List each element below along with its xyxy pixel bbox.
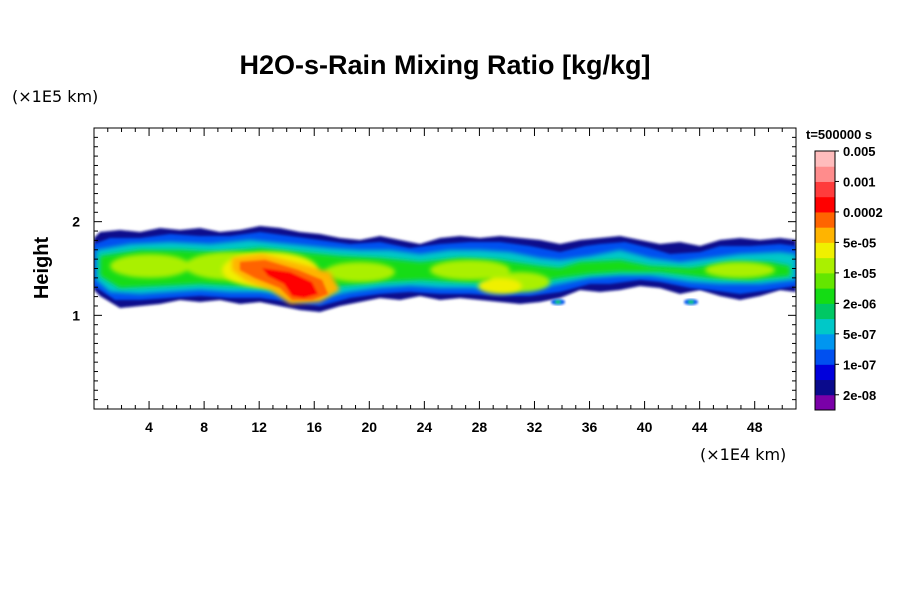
y-axis-ticks: 12: [72, 136, 796, 401]
colorbar-segment: [815, 364, 835, 381]
x-tick-label: 12: [251, 419, 267, 435]
x-tick-label: 8: [200, 419, 208, 435]
colorbar-segment: [815, 227, 835, 243]
colorbar-segment: [815, 333, 835, 350]
colorbar-segment: [815, 242, 835, 259]
colorbar-segment: [815, 196, 835, 213]
x-tick-label: 28: [472, 419, 488, 435]
x-tick-label: 24: [417, 419, 433, 435]
colorbar-label: 1e-07: [843, 357, 876, 372]
colorbar-label: 0.005: [843, 144, 876, 159]
colorbar-segment: [815, 272, 835, 289]
colorbar-segment: [815, 349, 835, 365]
colorbar-segment: [815, 257, 835, 274]
colorbar-segment: [815, 394, 835, 411]
colorbar-segment: [815, 379, 835, 396]
x-tick-label: 4: [145, 419, 153, 435]
x-unit-label: (×1E4 km): [700, 445, 786, 464]
x-tick-label: 44: [692, 419, 708, 435]
colorbar-label: 2e-08: [843, 388, 876, 403]
colorbar-label: 2e-06: [843, 296, 876, 311]
colorbar-label: 1e-05: [843, 266, 876, 281]
x-tick-label: 36: [582, 419, 598, 435]
x-tick-label: 48: [747, 419, 763, 435]
colorbar: 2e-08 1e-07 5e-07 2e-06 1e-05 5e-05 0.0002 0.00…: [814, 144, 883, 411]
field-cell-x43: [684, 299, 698, 305]
x-tick-label: 40: [637, 419, 653, 435]
field-cell-x34: [551, 299, 565, 305]
colorbar-segment: [815, 151, 835, 167]
x-tick-label: 32: [527, 419, 543, 435]
colorbar-segment: [815, 303, 835, 320]
y-tick-label: 2: [72, 214, 80, 230]
colorbar-segment: [815, 288, 835, 304]
y-axis-label: Height: [31, 237, 53, 300]
chart-title: H2O-s-Rain Mixing Ratio [kg/kg]: [239, 50, 650, 80]
mixing-ratio-field: [94, 226, 796, 312]
colorbar-segment: [815, 181, 835, 198]
colorbar-segment: [815, 318, 835, 335]
colorbar-label: 0.0002: [843, 205, 883, 220]
x-tick-label: 16: [306, 419, 322, 435]
y-tick-label: 1: [72, 307, 80, 323]
time-label: t=500000 s: [806, 127, 872, 142]
colorbar-frame: [814, 150, 836, 411]
colorbar-label: 5e-05: [843, 235, 876, 250]
colorbar-label: 0.001: [843, 174, 876, 189]
y-unit-label: (×1E5 km): [12, 87, 98, 106]
colorbar-segment: [815, 211, 835, 228]
colorbar-label: 5e-07: [843, 327, 876, 342]
x-axis-ticks: 4 8 12 16 20 24 28 32 36 40 44 48: [107, 128, 783, 435]
field-layer-red: [240, 260, 328, 300]
colorbar-segment: [815, 166, 835, 182]
x-tick-label: 20: [362, 419, 378, 435]
